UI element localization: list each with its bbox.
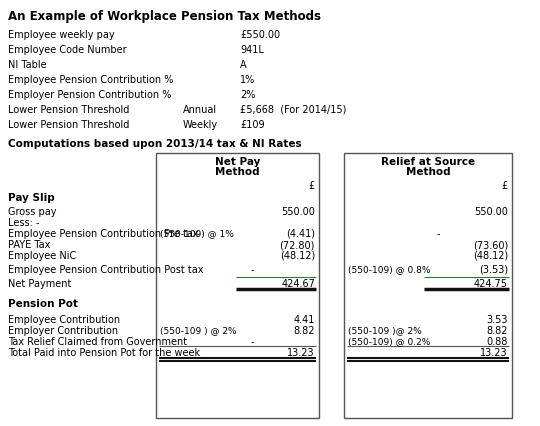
Text: 424.67: 424.67 xyxy=(281,279,315,289)
Text: (3.53): (3.53) xyxy=(479,265,508,275)
Text: Employee Contribution: Employee Contribution xyxy=(8,315,120,325)
Text: Employer Contribution: Employer Contribution xyxy=(8,326,118,336)
Text: 2%: 2% xyxy=(240,90,255,100)
Text: (48.12): (48.12) xyxy=(280,251,315,261)
Text: (550-109 ) @ 2%: (550-109 ) @ 2% xyxy=(160,326,237,335)
Text: £: £ xyxy=(309,181,315,191)
Text: (73.60): (73.60) xyxy=(472,240,508,250)
Text: 8.82: 8.82 xyxy=(294,326,315,336)
Bar xyxy=(344,153,512,418)
Text: Computations based upon 2013/14 tax & NI Rates: Computations based upon 2013/14 tax & NI… xyxy=(8,139,302,149)
Text: 13.23: 13.23 xyxy=(481,348,508,358)
Text: £: £ xyxy=(502,181,508,191)
Text: £550.00: £550.00 xyxy=(240,30,280,40)
Text: -: - xyxy=(251,337,254,347)
Text: 4.41: 4.41 xyxy=(294,315,315,325)
Text: (4.41): (4.41) xyxy=(286,229,315,239)
Text: 13.23: 13.23 xyxy=(287,348,315,358)
Text: 550.00: 550.00 xyxy=(281,207,315,217)
Text: Total Paid into Pension Pot for the week: Total Paid into Pension Pot for the week xyxy=(8,348,200,358)
Text: (48.12): (48.12) xyxy=(472,251,508,261)
Text: 1%: 1% xyxy=(240,75,255,85)
Text: Relief at Source: Relief at Source xyxy=(381,157,475,167)
Text: Employee NiC: Employee NiC xyxy=(8,251,76,261)
Text: Pay Slip: Pay Slip xyxy=(8,193,55,203)
Text: -: - xyxy=(251,265,254,275)
Text: (550-109) @ 1%: (550-109) @ 1% xyxy=(160,229,234,238)
Text: Net Payment: Net Payment xyxy=(8,279,71,289)
Text: Employee weekly pay: Employee weekly pay xyxy=(8,30,114,40)
Text: £5,668  (For 2014/15): £5,668 (For 2014/15) xyxy=(240,105,346,115)
Text: 424.75: 424.75 xyxy=(474,279,508,289)
Text: Employee Pension Contribution %: Employee Pension Contribution % xyxy=(8,75,173,85)
Text: Lower Pension Threshold: Lower Pension Threshold xyxy=(8,120,130,130)
Text: Method: Method xyxy=(215,167,260,177)
Text: (550-109 )@ 2%: (550-109 )@ 2% xyxy=(348,326,422,335)
Text: -: - xyxy=(436,229,440,239)
Text: Method: Method xyxy=(406,167,450,177)
Text: 0.88: 0.88 xyxy=(487,337,508,347)
Text: Weekly: Weekly xyxy=(183,120,218,130)
Text: Employee Pension Contribution Pre tax: Employee Pension Contribution Pre tax xyxy=(8,229,199,239)
Text: Less: -: Less: - xyxy=(8,218,39,228)
Text: 941L: 941L xyxy=(240,45,264,55)
Text: Lower Pension Threshold: Lower Pension Threshold xyxy=(8,105,130,115)
Text: 3.53: 3.53 xyxy=(487,315,508,325)
Text: (72.80): (72.80) xyxy=(280,240,315,250)
Text: Tax Relief Claimed from Government: Tax Relief Claimed from Government xyxy=(8,337,187,347)
Text: Employee Pension Contribution Post tax: Employee Pension Contribution Post tax xyxy=(8,265,204,275)
Text: £109: £109 xyxy=(240,120,265,130)
Text: Employee Code Number: Employee Code Number xyxy=(8,45,126,55)
Text: 8.82: 8.82 xyxy=(487,326,508,336)
Text: A: A xyxy=(240,60,247,70)
Text: Gross pay: Gross pay xyxy=(8,207,57,217)
Text: (550-109) @ 0.2%: (550-109) @ 0.2% xyxy=(348,337,430,346)
Text: PAYE Tax: PAYE Tax xyxy=(8,240,50,250)
Text: (550-109) @ 0.8%: (550-109) @ 0.8% xyxy=(348,265,430,274)
Bar xyxy=(156,153,319,418)
Text: Net Pay: Net Pay xyxy=(215,157,260,167)
Text: Employer Pension Contribution %: Employer Pension Contribution % xyxy=(8,90,171,100)
Text: 550.00: 550.00 xyxy=(474,207,508,217)
Text: NI Table: NI Table xyxy=(8,60,46,70)
Text: Annual: Annual xyxy=(183,105,217,115)
Text: An Example of Workplace Pension Tax Methods: An Example of Workplace Pension Tax Meth… xyxy=(8,10,321,23)
Text: Pension Pot: Pension Pot xyxy=(8,299,78,309)
